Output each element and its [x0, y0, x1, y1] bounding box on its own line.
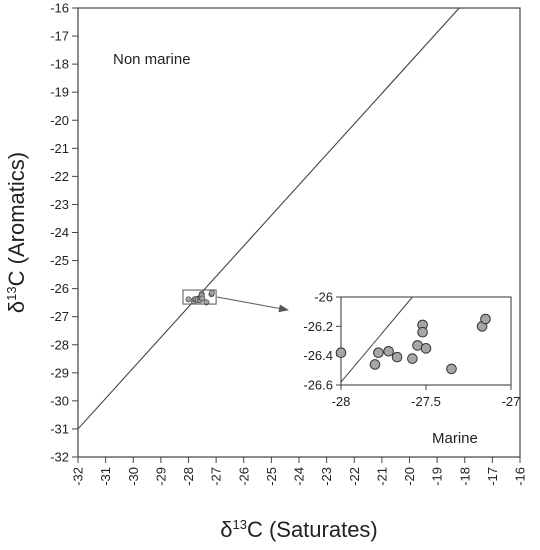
y-tick-label: -18: [50, 57, 69, 72]
inset-data-point: [407, 353, 418, 364]
callout-arrow: [217, 296, 289, 313]
inset-y-tick-label: -26: [314, 290, 333, 305]
inset-data-point: [383, 345, 394, 357]
x-tick-label: -30: [126, 467, 141, 486]
y-tick-label: -24: [50, 225, 69, 240]
y-tick-label: -32: [50, 450, 69, 465]
x-tick-label: -16: [513, 467, 528, 486]
inset-plot: -26 -26.2 -26.4 -26.6-28 -27.5 -27 Marine: [303, 290, 520, 448]
x-tick-label: -26: [236, 467, 251, 486]
inset-data-point: [369, 359, 381, 370]
inset-data-point: [391, 351, 403, 363]
y-tick-label: -23: [50, 197, 69, 212]
y-tick-label: -16: [50, 1, 69, 16]
data-point: [185, 296, 192, 303]
x-tick-label: -31: [98, 467, 113, 486]
x-tick-label: -32: [71, 467, 86, 486]
inset-data-point: [446, 363, 457, 375]
inset-y-tick-label: -26.4: [303, 348, 333, 363]
inset-data-point: [480, 313, 491, 325]
data-point: [199, 295, 206, 302]
y-tick-label: -26: [50, 281, 69, 296]
inset-data-point: [420, 343, 432, 354]
plot-frame: [77, 7, 521, 458]
x-tick-label: -28: [181, 467, 196, 486]
inset-x-tick-label: -27: [502, 394, 521, 409]
reference-line: [77, 7, 460, 430]
y-axis-title: δ13C (Aromatics): [4, 152, 29, 313]
x-tick-label: -18: [457, 467, 472, 486]
y-tick-label: -28: [50, 337, 69, 352]
inset-data-point: [373, 347, 384, 359]
x-tick-label: -29: [153, 467, 168, 486]
marine-label: Marine: [432, 430, 478, 447]
inset-data-point: [417, 326, 428, 338]
inset-x-tick-label: -28: [332, 394, 351, 409]
x-axis-title: δ13C (Saturates): [220, 517, 378, 542]
inset-reference-line: [340, 296, 413, 383]
inset-y-tick-label: -26.2: [303, 319, 333, 334]
y-tick-label: -21: [50, 141, 69, 156]
y-tick-label: -22: [50, 169, 69, 184]
data-point: [209, 289, 215, 296]
y-tick-label: -25: [50, 253, 69, 268]
x-tick-label: -17: [485, 467, 500, 486]
inset-y-tick-label: -26.6: [303, 378, 333, 393]
inset-x-tick-label: -27.5: [411, 394, 441, 409]
zoom-box: [182, 289, 217, 305]
y-tick-label: -29: [50, 365, 69, 380]
y-tick-label: -30: [50, 393, 69, 408]
x-tick-label: -24: [292, 467, 307, 486]
x-tick-label: -21: [374, 467, 389, 486]
inset-data-point: [335, 347, 347, 359]
non-marine-label: Non marine: [113, 51, 191, 68]
x-tick-label: -27: [209, 467, 224, 486]
x-tick-label: -22: [347, 467, 362, 486]
x-tick-label: -19: [430, 467, 445, 486]
zoom-callout: [217, 296, 289, 313]
y-tick-label: -31: [50, 421, 69, 436]
y-tick-label: -17: [50, 29, 69, 44]
y-tick-label: -27: [50, 309, 69, 324]
main-plot: -32-31-30-29-28-27-26-25-24-23-22-21-20-…: [4, 1, 528, 543]
y-tick-label: -19: [50, 85, 69, 100]
y-tick-label: -20: [50, 113, 69, 128]
x-tick-label: -23: [319, 467, 334, 486]
x-tick-label: -25: [264, 467, 279, 486]
x-tick-label: -20: [402, 467, 417, 486]
inset-frame: [340, 296, 512, 386]
